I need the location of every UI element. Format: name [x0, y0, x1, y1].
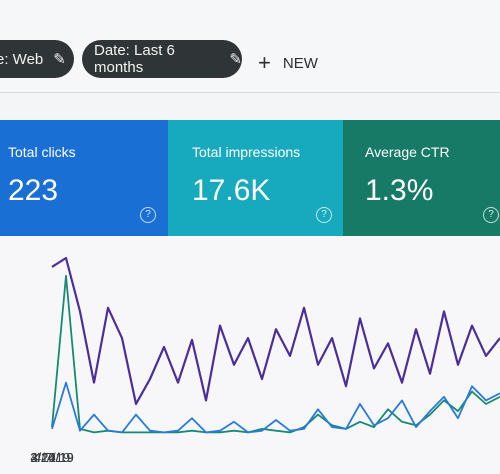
plus-icon: + [258, 50, 271, 75]
x-tick-label: 2/24/19 [30, 450, 73, 465]
total-impressions-value: 17.6K [192, 174, 271, 207]
new-filter-button[interactable]: + NEW [258, 50, 318, 76]
help-icon[interactable]: ? [316, 207, 332, 223]
total-clicks-label: Total clicks [8, 144, 76, 160]
total-impressions-card[interactable]: Total impressions 17.6K ? [168, 120, 343, 236]
total-clicks-card[interactable]: Total clicks 223 ? [0, 120, 168, 236]
chart-series-line-0 [51, 256, 500, 406]
x-tick-label: 3/10/19 [30, 450, 73, 465]
date-filter-label: Date: Last 6 months [94, 42, 175, 76]
date-filter-chip[interactable]: Date: Last 6 months ✎ [82, 40, 242, 78]
help-icon[interactable]: ? [140, 207, 156, 223]
performance-chart-svg: 2/24/193/10/193/24/194/7/194/21/19 [30, 256, 500, 465]
chart-series-line-1 [51, 274, 500, 434]
average-ctr-card[interactable]: Average CTR 1.3% ? [343, 120, 500, 236]
performance-chart: 2/24/19 3/10/19 3/24/19 4/7/19 4/21/19 [0, 236, 500, 474]
x-tick-label: 4/21/19 [30, 450, 73, 465]
total-impressions-label: Total impressions [192, 144, 301, 160]
filter-bar: e: Web ✎ Date: Last 6 months ✎ + NEW [0, 0, 500, 93]
x-tick-label: 4/7/19 [34, 450, 70, 465]
pencil-icon[interactable]: ✎ [53, 51, 66, 68]
new-filter-label: NEW [282, 54, 318, 72]
search-type-filter-chip[interactable]: e: Web ✎ [0, 40, 74, 78]
x-tick-label: 3/24/19 [30, 450, 73, 465]
metric-cards: Total clicks 223 ? Total impressions 17.… [0, 120, 500, 236]
pencil-icon[interactable]: ✎ [229, 51, 242, 68]
total-clicks-value: 223 [8, 174, 59, 207]
average-ctr-value: 1.3% [365, 174, 434, 207]
help-icon[interactable]: ? [483, 207, 499, 223]
search-type-filter-label: e: Web [0, 50, 44, 68]
chart-series-line-2 [51, 381, 500, 434]
average-ctr-label: Average CTR [365, 144, 450, 160]
